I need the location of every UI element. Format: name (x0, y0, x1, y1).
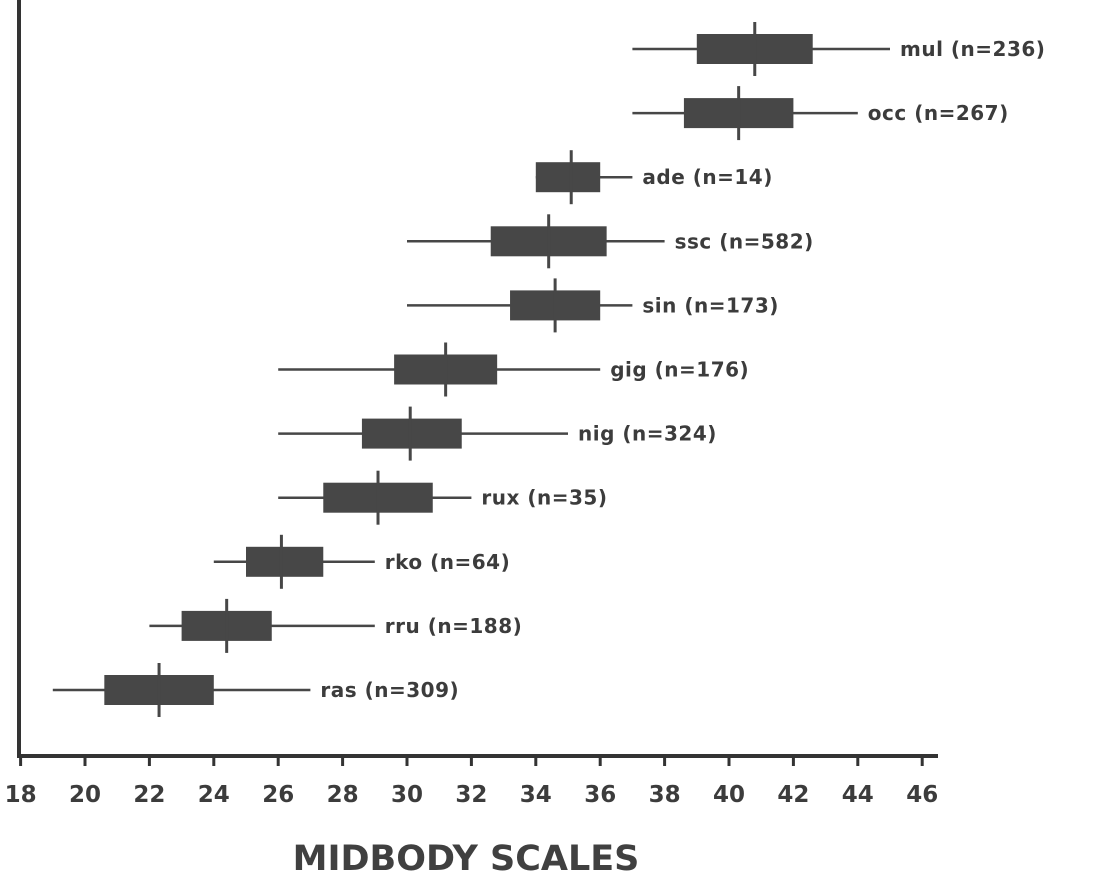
x-tick-label: 26 (262, 782, 294, 808)
x-tick-label: 22 (133, 782, 165, 808)
box-row-occ: occ (n=267) (632, 86, 1009, 141)
interquartile-box (361, 418, 462, 449)
series-label: nig (n=324) (578, 422, 717, 446)
x-tick-label: 36 (584, 782, 616, 808)
series-label: ras (n=309) (320, 678, 459, 702)
x-tick-label: 46 (906, 782, 938, 808)
interquartile-box (246, 546, 324, 577)
box-row-sin: sin (n=173) (407, 278, 779, 333)
x-tick-label: 40 (713, 782, 745, 808)
series-label: gig (n=176) (610, 358, 749, 382)
x-tick-label: 42 (777, 782, 809, 808)
box-row-rru: rru (n=188) (149, 598, 522, 653)
x-axis-label: MIDBODY SCALES (293, 839, 640, 875)
box-series-group: mul (n=236) occ (n=267) ade (n=14) ssc (n=5… (52, 22, 1045, 717)
x-tick-label: 32 (455, 782, 487, 808)
box-row-ssc: ssc (n=582) (407, 214, 814, 269)
x-tick-label: 44 (842, 782, 874, 808)
series-label: ssc (n=582) (675, 229, 814, 253)
box-row-nig: nig (n=324) (278, 406, 717, 461)
x-tick-label: 24 (198, 782, 230, 808)
series-label: occ (n=267) (868, 101, 1009, 125)
series-label: rko (n=64) (385, 550, 510, 574)
interquartile-box (535, 162, 601, 193)
box-row-ras: ras (n=309) (52, 663, 459, 717)
box-row-mul: mul (n=236) (632, 22, 1045, 76)
box-row-gig: gig (n=176) (278, 342, 749, 397)
series-label: rru (n=188) (385, 614, 522, 638)
x-tick-label: 20 (69, 782, 101, 808)
series-label: ade (n=14) (642, 165, 772, 189)
x-tick-label: 18 (5, 782, 37, 808)
x-tick-label: 34 (520, 782, 552, 808)
x-axis-ticks: 18 20 22 24 26 28 30 32 34 36 38 40 42 44 46 (5, 756, 938, 808)
box-row-rko: rko (n=64) (213, 534, 510, 589)
box-row-ade: ade (n=14) (535, 150, 772, 205)
series-label: mul (n=236) (900, 37, 1045, 61)
series-label: rux (n=35) (481, 486, 607, 510)
x-tick-label: 28 (327, 782, 359, 808)
x-tick-label: 30 (391, 782, 423, 808)
series-label: sin (n=173) (642, 293, 779, 317)
box-row-rux: rux (n=35) (278, 470, 607, 525)
x-tick-label: 38 (649, 782, 681, 808)
